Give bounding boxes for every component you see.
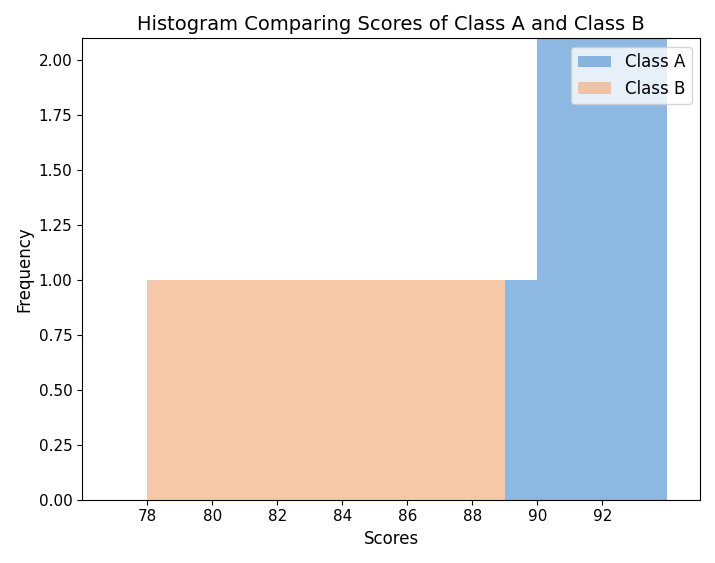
Bar: [505, 280, 538, 500]
Bar: [147, 280, 375, 500]
Y-axis label: Frequency: Frequency: [15, 226, 33, 312]
Bar: [538, 0, 668, 500]
Title: Histogram Comparing Scores of Class A and Class B: Histogram Comparing Scores of Class A an…: [137, 15, 645, 34]
Legend: Class A, Class B: Class A, Class B: [571, 47, 691, 104]
X-axis label: Scores: Scores: [363, 530, 419, 548]
Bar: [375, 280, 505, 500]
